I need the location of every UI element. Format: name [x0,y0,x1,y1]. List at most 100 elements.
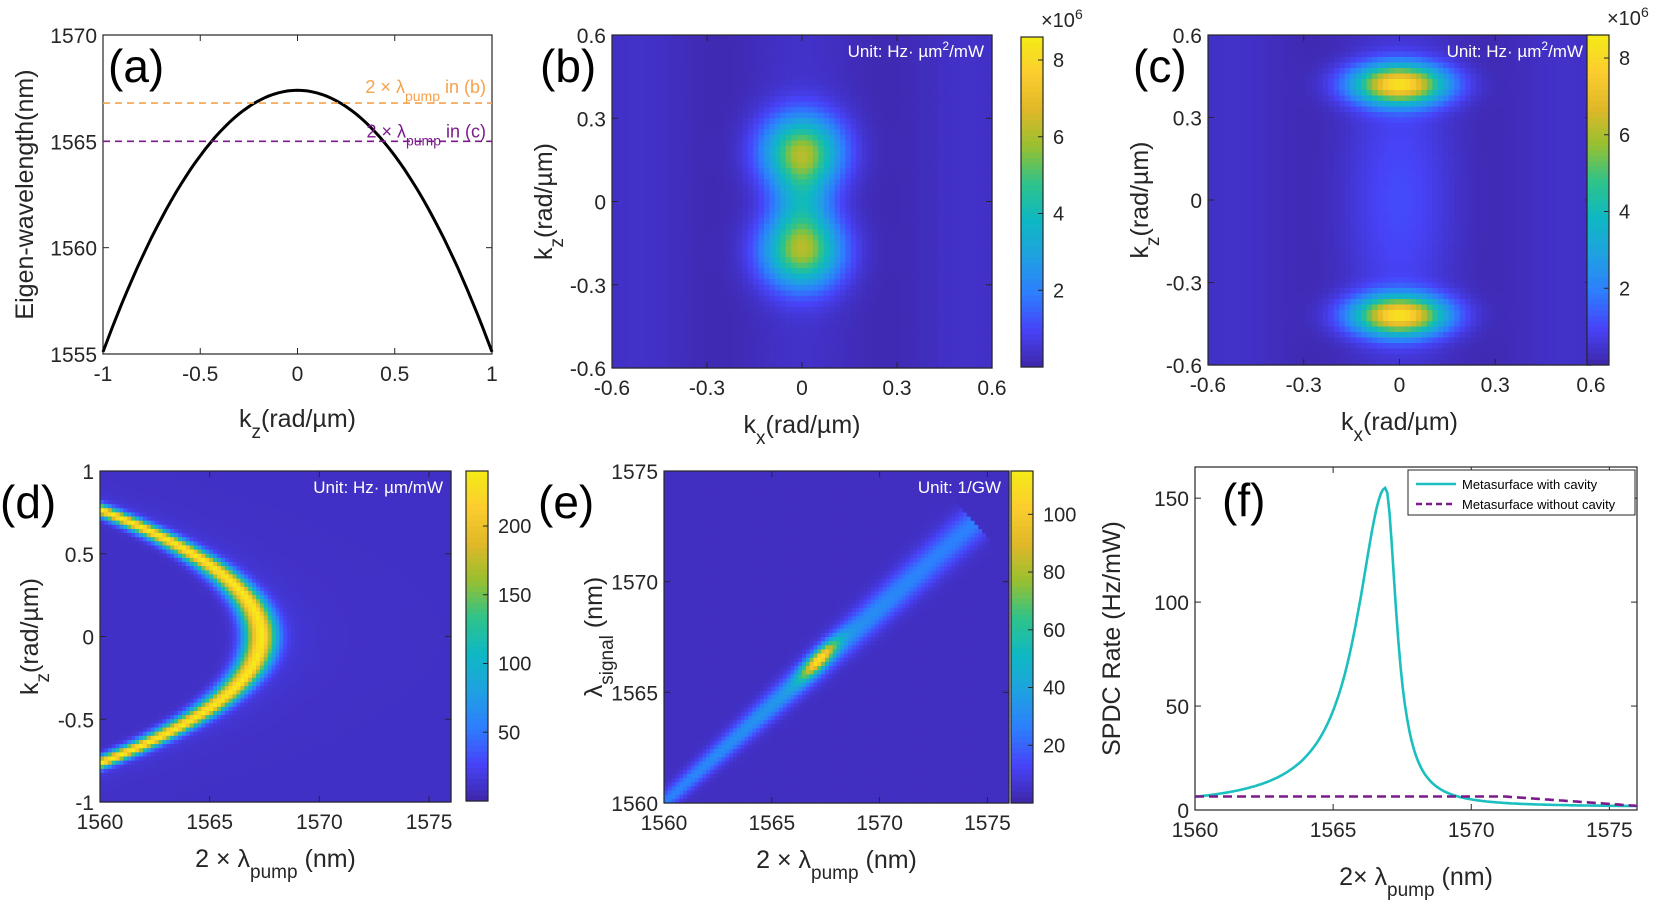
chart-mark [823,62,830,69]
chart-mark [644,273,651,280]
chart-mark [943,312,950,319]
chart-mark [704,345,711,352]
chart-mark [720,251,727,258]
chart-mark [650,51,657,58]
chart-mark [660,195,667,203]
chart-mark [834,240,841,247]
chart-mark [693,251,700,258]
chart-mark [910,251,917,258]
chart-mark [823,295,830,302]
chart-mark [1558,57,1565,64]
chart-mark [639,35,646,42]
label-part: z [547,238,568,248]
chart-mark [964,207,971,214]
chart-mark [677,107,684,114]
chart-mark [726,323,733,330]
chart-mark [1481,46,1488,53]
chart-mark [1339,57,1346,64]
chart-mark [878,212,885,219]
chart-mark [867,184,874,191]
chart-mark [731,101,738,108]
chart-mark [970,51,977,58]
chart-mark [970,146,977,153]
chart-mark [688,140,695,147]
chart-mark [785,134,792,142]
chart-mark [742,323,749,330]
chart-mark [818,112,825,119]
chart-mark [726,345,733,352]
chart-mark [840,140,847,147]
chart-mark [850,334,857,341]
chart-mark [650,301,657,308]
chart-mark [954,223,961,230]
chart-mark [1410,51,1417,58]
chart-mark [1503,79,1510,86]
chart-mark [861,79,868,86]
chart-mark [959,234,966,241]
chart-mark [926,268,933,275]
chart-mark [948,195,955,203]
chart-mark [981,73,988,80]
chart-mark [834,51,841,58]
chart-mark [834,306,841,314]
chart-mark [753,257,760,264]
chart-mark [954,62,961,69]
chart-mark [1350,40,1357,47]
chart-mark [693,146,700,153]
chart-mark [785,279,792,286]
chart-mark [677,345,684,352]
chart-mark [628,207,635,214]
chart-mark [883,40,890,47]
chart-mark [1394,57,1401,64]
chart-mark [682,151,689,158]
chart-mark [628,35,635,42]
chart-mark [698,362,705,369]
chart-mark [622,229,629,236]
chart-mark [753,312,760,319]
chart-mark [633,184,640,191]
chart-mark [888,323,895,330]
label-part: 2 × λ [366,121,406,141]
chart-mark [726,101,733,108]
chart-mark [834,201,841,208]
label-part: (rad/µm) [530,143,558,238]
chart-mark [964,146,971,153]
chart-mark [726,290,733,297]
chart-mark [612,51,619,58]
chart-mark [780,290,787,297]
chart-mark [764,212,771,219]
chart-mark [1388,79,1395,86]
chart-mark [840,201,847,208]
chart-mark [812,129,819,136]
chart-mark [693,279,700,286]
chart-mark [981,179,988,186]
chart-mark [682,295,689,302]
chart-mark [850,295,857,302]
chart-mark [834,151,841,158]
chart-mark [970,157,977,164]
chart-mark [872,179,879,186]
chart-mark [964,168,971,175]
chart-mark [688,134,695,142]
chart-mark [769,140,776,147]
chart-mark [899,257,906,264]
chart-mark [878,140,885,147]
chart-mark [970,168,977,175]
chart-mark [807,207,814,214]
chart-mark [677,123,684,130]
chart-mark [845,318,852,325]
chart-mark [764,179,771,186]
chart-mark [850,84,857,92]
chart-mark [644,290,651,297]
chart-mark [796,84,803,92]
chart-mark [954,295,961,302]
chart-mark [1290,68,1297,75]
chart-mark [856,295,863,302]
chart-mark [655,57,662,64]
chart-mark [715,340,722,347]
chart-mark [731,107,738,114]
chart-mark [655,284,662,291]
chart-mark [1574,62,1581,69]
label-part: x [756,428,766,449]
chart-mark [910,301,917,308]
